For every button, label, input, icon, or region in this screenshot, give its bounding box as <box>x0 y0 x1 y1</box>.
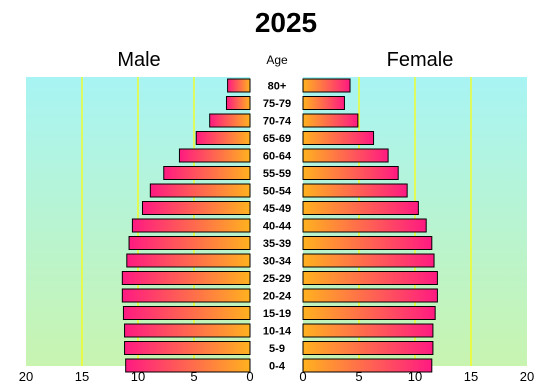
female-bar-20-24 <box>302 288 438 303</box>
age-label: 75-79 <box>263 98 291 110</box>
female-bar-35-39 <box>302 236 433 250</box>
male-bar-45-49 <box>141 201 251 215</box>
age-label: 35-39 <box>263 238 291 250</box>
male-x-tick-label: 0 <box>246 369 253 384</box>
male-x-tick-label: 5 <box>190 369 197 384</box>
female-header: Female <box>387 49 454 71</box>
age-labels: 80+ 75-79 70-74 65-69 60-64 55-59 50-54 45-49 40… <box>263 81 292 373</box>
age-label: 60-64 <box>263 151 292 163</box>
female-bar-45-49 <box>302 201 419 215</box>
male-bar-40-44 <box>131 218 251 233</box>
chart-title: 2025 <box>255 7 317 38</box>
female-bar-30-34 <box>302 253 435 268</box>
male-bar-0-4 <box>125 358 251 373</box>
male-bar-60-64 <box>178 148 251 163</box>
female-bar-5-9 <box>302 341 434 355</box>
male-bar-50-54 <box>149 183 251 198</box>
female-bar-0-4 <box>302 358 433 373</box>
age-label: 30-34 <box>263 256 292 268</box>
age-label: 45-49 <box>263 203 291 215</box>
female-bar-25-29 <box>302 271 438 285</box>
female-x-tick-label: 5 <box>355 369 362 384</box>
male-bar-25-29 <box>121 271 251 285</box>
age-label: 50-54 <box>263 186 292 198</box>
female-x-tick-label: 15 <box>464 369 478 384</box>
age-label: 65-69 <box>263 133 291 145</box>
age-label: 80+ <box>268 81 287 93</box>
male-bar-20-24 <box>121 288 251 303</box>
age-label: 25-29 <box>263 273 291 285</box>
male-bar-80+ <box>227 78 251 93</box>
male-bar-70-74 <box>209 113 251 128</box>
age-label: 55-59 <box>263 168 291 180</box>
male-x-tick-label: 10 <box>131 369 145 384</box>
female-x-tick-label: 0 <box>299 369 306 384</box>
female-x-tick-label: 20 <box>520 369 534 384</box>
male-bar-15-19 <box>122 306 251 320</box>
male-bar-35-39 <box>128 236 251 250</box>
female-bar-70-74 <box>302 113 359 128</box>
x-ticks: 20 15 10 5 0 0 5 10 15 20 <box>19 369 534 384</box>
male-bar-10-14 <box>124 323 251 338</box>
age-label: 40-44 <box>263 221 292 233</box>
female-bar-60-64 <box>302 148 389 163</box>
male-bar-55-59 <box>163 166 251 180</box>
age-label: 15-19 <box>263 308 291 320</box>
female-bar-80+ <box>302 78 351 93</box>
age-label: 0-4 <box>269 361 286 373</box>
female-x-tick-label: 10 <box>408 369 422 384</box>
female-bar-50-54 <box>302 183 408 198</box>
female-bar-10-14 <box>302 323 434 338</box>
age-label: 20-24 <box>263 291 292 303</box>
age-header: Age <box>266 53 288 67</box>
female-bar-75-79 <box>302 96 345 110</box>
female-bar-15-19 <box>302 306 436 320</box>
age-label: 5-9 <box>269 343 285 355</box>
male-x-tick-label: 20 <box>19 369 33 384</box>
age-label: 70-74 <box>263 116 292 128</box>
female-bar-40-44 <box>302 218 427 233</box>
female-bar-55-59 <box>302 166 399 180</box>
female-bar-65-69 <box>302 131 375 145</box>
bars <box>121 78 438 373</box>
male-header: Male <box>117 49 160 71</box>
male-bar-65-69 <box>195 131 251 145</box>
male-bar-75-79 <box>225 96 251 110</box>
male-bar-5-9 <box>124 341 251 355</box>
male-bar-30-34 <box>126 253 251 268</box>
age-label: 10-14 <box>263 326 292 338</box>
male-x-tick-label: 15 <box>75 369 89 384</box>
